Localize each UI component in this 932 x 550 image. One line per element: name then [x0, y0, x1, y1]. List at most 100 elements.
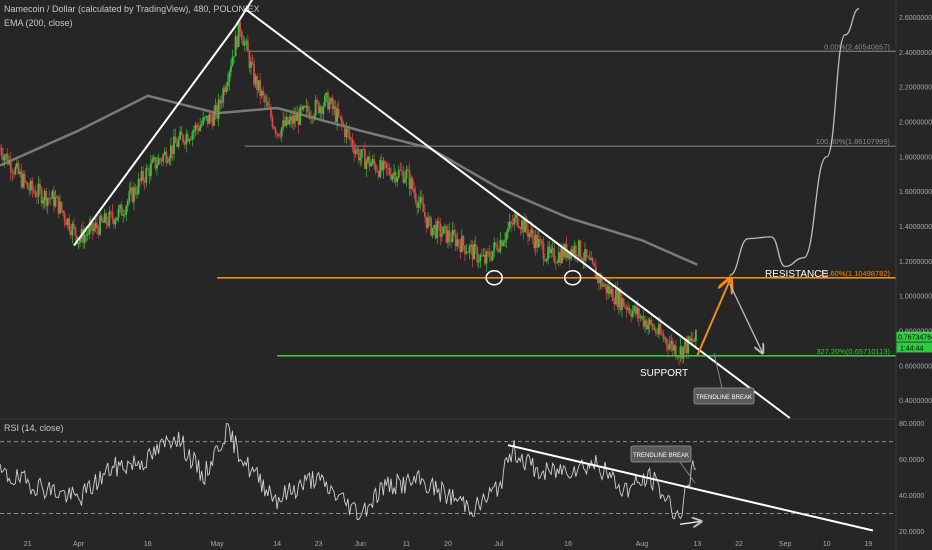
candle-body [120, 204, 123, 216]
candle-body [119, 204, 121, 209]
candle-body [31, 180, 34, 191]
candle-body [286, 116, 289, 125]
candle-body [162, 154, 165, 162]
candle-body [28, 189, 31, 191]
candle-body [628, 308, 631, 314]
candle-body [684, 341, 686, 347]
candle-body [402, 171, 405, 183]
candle-body [394, 172, 397, 182]
candle-body [196, 125, 198, 128]
candle-body [368, 156, 371, 167]
candle-body [365, 161, 368, 169]
candle-body [246, 40, 249, 52]
candle-body [217, 99, 220, 119]
candle-body [482, 254, 485, 256]
candle-body [601, 276, 603, 287]
candle-body [26, 182, 29, 190]
candle-body [484, 254, 486, 264]
candle-body [5, 153, 8, 157]
candle-body [317, 101, 320, 114]
candle-body [467, 252, 469, 254]
candle-body [257, 80, 260, 91]
candle-body [210, 114, 212, 118]
candle-body [17, 163, 20, 174]
candle-body [587, 256, 589, 258]
candle-body [3, 156, 6, 161]
candle-body [105, 213, 108, 224]
candle-body [513, 218, 516, 225]
candle-body [661, 333, 663, 335]
candle-body [602, 285, 605, 287]
support-annotation: SUPPORT [640, 368, 688, 379]
candle-body [231, 57, 234, 66]
candle-body [399, 170, 402, 171]
rsi-indicator-label: RSI (14, close) [4, 423, 64, 433]
candle-body [571, 249, 574, 254]
candle-body [66, 218, 69, 226]
candle-body [514, 214, 517, 219]
candle-body [638, 308, 640, 319]
candle-body [308, 112, 311, 119]
candle-body [504, 240, 506, 243]
candle-body [106, 223, 109, 226]
time-tick-label: Jun [355, 541, 366, 548]
candle-body [634, 306, 637, 315]
candle-body [173, 136, 175, 154]
candle-body [507, 228, 509, 232]
candle-body [62, 210, 65, 214]
candle-body [168, 158, 171, 162]
candle-body [69, 230, 72, 236]
candle-body [499, 240, 502, 252]
candle-body [581, 257, 583, 261]
candle-body [685, 341, 688, 354]
candle-body [460, 236, 463, 253]
trendline-break-text: TRENDLINE BREAK [696, 395, 752, 401]
candle-body [590, 258, 593, 260]
candle-body [180, 131, 183, 136]
time-tick-label: Aug [636, 541, 649, 548]
candle-body [439, 223, 442, 237]
candle-body [85, 234, 88, 236]
support-label: 327.20%(0.65710113) [816, 347, 890, 356]
candle-body [288, 120, 291, 125]
candle-body [376, 171, 379, 172]
candle-body [397, 170, 400, 178]
candle-body [163, 151, 166, 155]
candle-body [71, 223, 74, 236]
candle-body [140, 171, 143, 181]
candle-body [131, 187, 134, 202]
candle-body [63, 213, 66, 221]
candle-body [299, 106, 302, 125]
candle-body [305, 105, 308, 108]
candle-body [54, 197, 57, 207]
candle-body [380, 160, 383, 171]
candles [0, 17, 697, 366]
candle-body [300, 106, 303, 110]
candle-body [582, 260, 585, 262]
candle-body [550, 249, 553, 254]
candle-body [211, 117, 214, 126]
candle-body [283, 120, 286, 126]
rsi-tick-label: 80.0000 [899, 421, 924, 428]
candle-body [447, 230, 449, 243]
candle-body [200, 124, 203, 126]
candle-body [72, 223, 75, 227]
candle-body [531, 229, 534, 238]
ema-200-line [0, 94, 698, 266]
candle-body [647, 325, 650, 330]
candle-body [445, 225, 448, 243]
candle-body [688, 336, 691, 341]
candle-body [237, 22, 240, 47]
time-tick-label: Apr [73, 541, 85, 548]
candle-body [427, 217, 429, 228]
candle-body [36, 196, 38, 198]
candle-body [444, 225, 446, 227]
candle-body [480, 255, 483, 257]
candle-body [82, 228, 85, 243]
candle-body [687, 336, 690, 354]
candle-body [225, 86, 228, 93]
candle-body [528, 233, 531, 237]
candle-body [270, 107, 272, 118]
candle-body [277, 133, 280, 136]
